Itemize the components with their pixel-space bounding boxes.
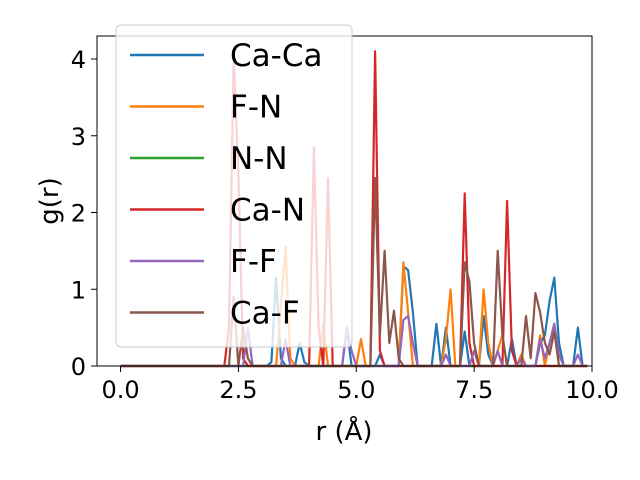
- legend-label-f-n: F-N: [230, 90, 282, 126]
- y-axis-label: g(r): [35, 177, 65, 224]
- y-tick-label: 2: [71, 200, 86, 228]
- legend-label-ca-n: Ca-N: [230, 193, 305, 229]
- x-tick-label: 10.0: [565, 376, 618, 404]
- legend-label-f-f: F-F: [230, 244, 277, 280]
- y-tick-label: 0: [71, 353, 86, 381]
- x-tick-label: 0.0: [101, 376, 139, 404]
- y-axis-ticks: 0 1 2 3 4: [71, 46, 97, 381]
- legend-label-ca-ca: Ca-Ca: [230, 38, 322, 74]
- y-tick-label: 1: [71, 276, 86, 304]
- x-tick-label: 7.5: [455, 376, 493, 404]
- series-line-ca-f: [120, 176, 588, 368]
- legend-label-ca-f: Ca-F: [230, 296, 300, 332]
- x-tick-label: 5.0: [337, 376, 375, 404]
- legend-label-n-n: N-N: [230, 141, 288, 177]
- legend: Ca-Ca F-N N-N Ca-N F-F Ca-F: [115, 24, 353, 348]
- x-axis-label: r (Å): [315, 415, 372, 447]
- y-tick-label: 3: [71, 123, 86, 151]
- y-tick-label: 4: [71, 46, 86, 74]
- x-tick-label: 2.5: [219, 376, 257, 404]
- x-axis-ticks: 0.0 2.5 5.0 7.5 10.0: [101, 366, 619, 404]
